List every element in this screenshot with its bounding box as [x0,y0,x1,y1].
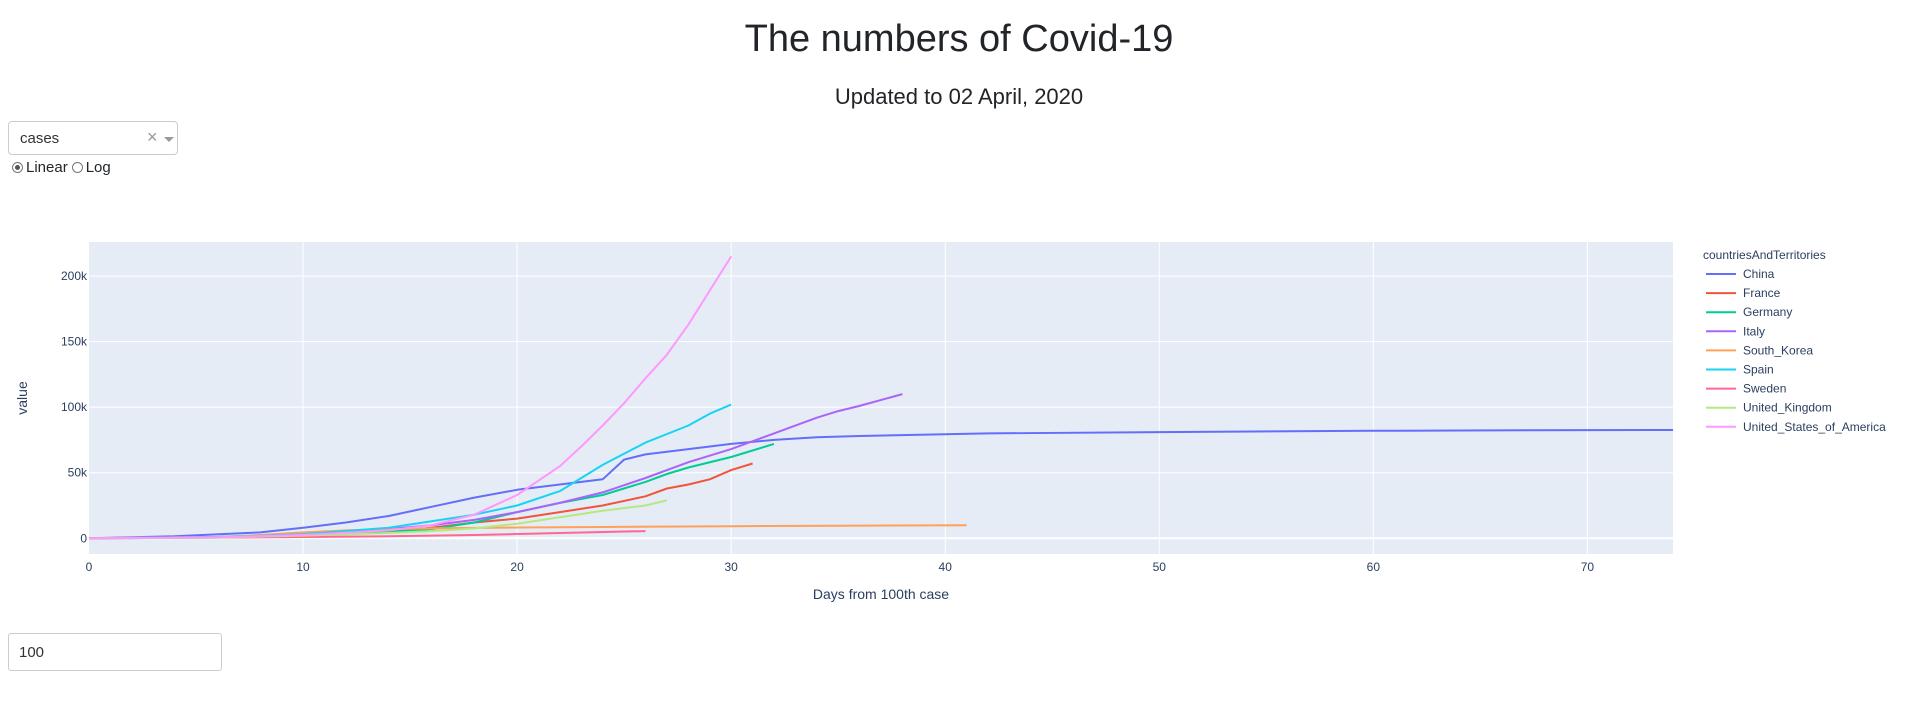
y-tick-label: 100k [61,400,88,414]
legend-item: Italy [1743,324,1765,338]
x-tick-label: 40 [939,560,953,574]
radio-linear-label: Linear [26,159,68,176]
radio-log-label: Log [85,159,111,176]
plot-area [89,242,1673,554]
x-tick-label: 10 [296,560,310,574]
series-line-united-states-of-america [88,255,733,540]
radio-linear-circle[interactable] [12,162,23,173]
y-tick-label: 200k [61,269,88,283]
threshold-input[interactable] [8,633,222,671]
y-axis-label: value [14,381,30,415]
x-tick-label: 50 [1153,560,1167,574]
x-tick-label: 0 [86,560,93,574]
legend-item: South_Korea [1743,343,1813,357]
clear-icon[interactable]: × [147,127,158,147]
metric-dropdown[interactable]: cases × [8,121,178,155]
legend-item: United_States_of_America [1743,420,1886,434]
covid-line-chart: 0 10 20 30 40 50 60 70 0 50k 100k 150k 200k Days from… [14,242,1886,602]
chevron-down-icon[interactable] [164,137,174,142]
x-tick-label: 70 [1581,560,1595,574]
y-tick-label: 0 [80,531,87,545]
x-tick-label: 60 [1367,560,1381,574]
legend-item: France [1743,286,1781,300]
x-tick-label: 20 [510,560,524,574]
y-tick-label: 50k [68,466,88,480]
y-tick-label: 150k [61,335,88,349]
radio-linear[interactable]: Linear [12,159,68,176]
legend-item: Sweden [1743,382,1786,396]
x-tick-label: 30 [724,560,738,574]
legend-item: Germany [1743,305,1792,319]
series-line-china [88,429,1674,540]
x-axis-label: Days from 100th case [813,586,949,602]
legend-item: Spain [1743,363,1774,377]
metric-dropdown-value: cases [20,130,60,147]
radio-log-circle[interactable] [71,162,83,173]
legend-item: United_Kingdom [1743,401,1832,415]
page-title: The numbers of Covid-19 [744,18,1174,60]
legend-item: China [1743,267,1775,281]
legend-title: countriesAndTerritories [1703,248,1826,262]
scale-radio-group: Linear Log [12,159,115,176]
page-subtitle: Updated to 02 April, 2020 [834,84,1084,109]
radio-log[interactable]: Log [71,159,111,176]
